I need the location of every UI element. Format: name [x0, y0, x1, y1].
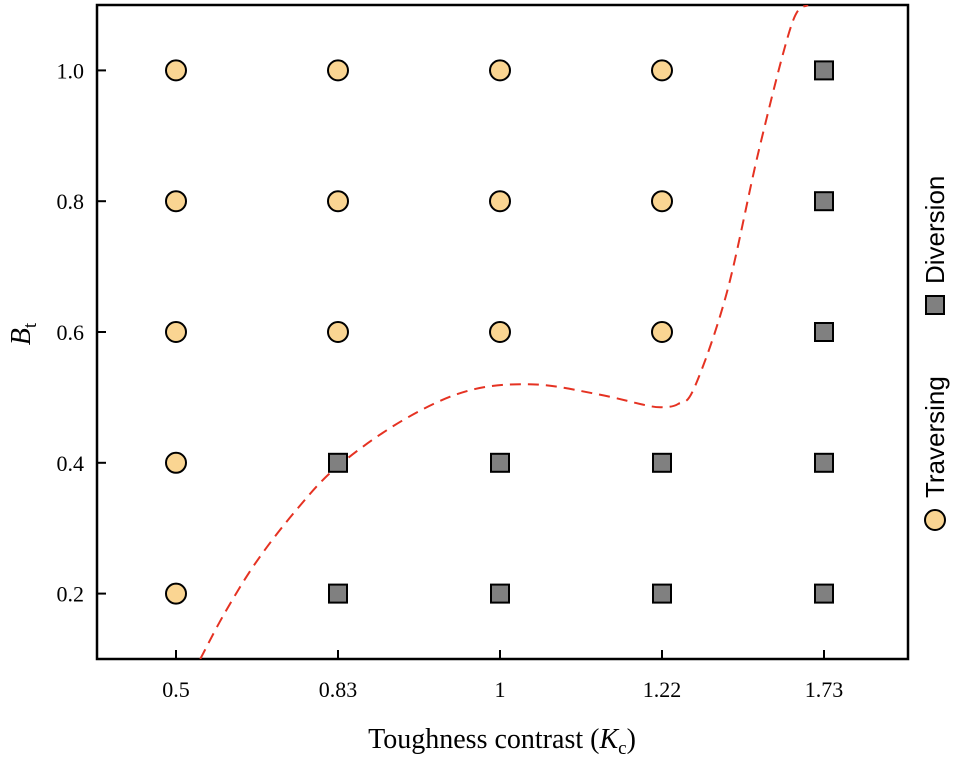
- y-tick-label: 0.6: [57, 320, 85, 345]
- x-tick-label: 1: [495, 677, 506, 702]
- traversing-point: [327, 321, 349, 343]
- y-tick-label: 0.2: [57, 582, 85, 607]
- diversion-point: [814, 60, 834, 81]
- y-axis-title: Bt: [6, 322, 41, 345]
- traversing-point: [165, 582, 187, 605]
- x-tick-label: 0.5: [162, 677, 190, 702]
- x-axis-title: Toughness contrast (Kc): [368, 724, 636, 759]
- legend-diversion-marker: [925, 295, 945, 315]
- data-markers: [165, 59, 834, 605]
- traversing-point: [489, 190, 511, 213]
- traversing-point: [327, 190, 349, 213]
- traversing-point: [651, 59, 673, 82]
- x-axis-ticks: 0.5 0.83 1 1.22 1.73: [162, 650, 843, 702]
- legend-diversion-label: Diversion: [920, 176, 950, 284]
- traversing-point: [327, 59, 349, 82]
- diversion-point: [490, 452, 510, 473]
- traversing-point: [165, 321, 187, 343]
- diversion-point: [814, 452, 834, 473]
- traversing-point: [651, 190, 673, 213]
- traversing-point: [165, 59, 187, 82]
- x-tick-label: 1.22: [643, 677, 682, 702]
- diversion-point: [490, 583, 510, 604]
- y-tick-label: 0.4: [57, 451, 85, 476]
- diversion-point: [652, 583, 672, 604]
- diversion-point: [328, 452, 348, 473]
- legend: Traversing Diversion: [920, 176, 950, 531]
- diversion-point: [328, 583, 348, 604]
- traversing-point: [165, 451, 187, 474]
- legend-traversing-marker: [924, 509, 946, 531]
- diversion-point: [652, 452, 672, 473]
- traversing-point: [165, 190, 187, 213]
- legend-traversing-label: Traversing: [920, 376, 950, 498]
- y-tick-label: 1.0: [57, 58, 85, 83]
- diversion-point: [814, 322, 834, 342]
- y-axis-ticks: 0.2 0.4 0.6 0.8 1.0: [57, 58, 106, 607]
- traversing-point: [489, 59, 511, 82]
- diversion-point: [814, 191, 834, 212]
- traversing-point: [489, 321, 511, 343]
- diversion-point: [814, 583, 834, 604]
- x-tick-label: 0.83: [319, 677, 358, 702]
- traversing-point: [651, 321, 673, 343]
- y-tick-label: 0.8: [57, 189, 85, 214]
- x-tick-label: 1.73: [805, 677, 844, 702]
